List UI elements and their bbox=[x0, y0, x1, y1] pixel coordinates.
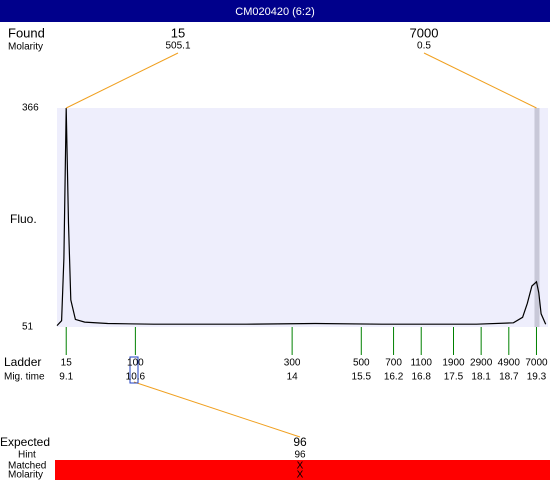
matched-label: Matched bbox=[8, 461, 46, 472]
mig-time: 18.7 bbox=[499, 372, 519, 383]
found-molarity: 0.5 bbox=[417, 41, 431, 52]
ladder-size: 15 bbox=[61, 358, 73, 369]
title-bar bbox=[0, 0, 550, 22]
ladder-size: 100 bbox=[127, 358, 144, 369]
ladder-size: 1900 bbox=[442, 358, 465, 369]
found-connector bbox=[423, 52, 537, 109]
mig-label: Mig. time bbox=[4, 372, 45, 383]
y-tick-label: 51 bbox=[22, 322, 34, 333]
title: CM020420 (6:2) bbox=[235, 6, 315, 18]
found-size: 15 bbox=[171, 25, 185, 40]
mig-time: 18.1 bbox=[471, 372, 491, 383]
mig-time: 9.1 bbox=[59, 372, 73, 383]
ladder-size: 700 bbox=[385, 358, 402, 369]
hint-label: Hint bbox=[18, 450, 36, 461]
mig-time: 10.6 bbox=[126, 372, 146, 383]
y-tick-label: 366 bbox=[22, 103, 39, 114]
found-connector bbox=[65, 52, 179, 109]
ladder-size: 300 bbox=[284, 358, 301, 369]
found-size: 7000 bbox=[410, 25, 439, 40]
expected-label: Expected bbox=[0, 435, 50, 449]
ladder-label: Ladder bbox=[4, 355, 41, 369]
found-molarity: 505.1 bbox=[165, 41, 190, 52]
mig-time: 17.5 bbox=[444, 372, 464, 383]
mig-time: 16.8 bbox=[411, 372, 431, 383]
mig-time: 15.5 bbox=[352, 372, 372, 383]
matched-bar bbox=[55, 460, 550, 480]
ladder-size: 4900 bbox=[498, 358, 521, 369]
mig-time: 14 bbox=[287, 372, 299, 383]
mig-time: 19.3 bbox=[527, 372, 547, 383]
plot-area bbox=[57, 108, 548, 327]
molarity-label: Molarity bbox=[8, 470, 43, 480]
molarity-value: X bbox=[297, 470, 304, 480]
ladder-size: 1100 bbox=[410, 358, 432, 369]
expected-value: 96 bbox=[293, 435, 307, 449]
found-label: Found bbox=[8, 25, 45, 40]
y-label: Fluo. bbox=[10, 212, 37, 226]
expected-connector bbox=[133, 381, 301, 438]
mig-time: 16.2 bbox=[384, 372, 404, 383]
ladder-size: 2900 bbox=[470, 358, 493, 369]
matched-value: X bbox=[297, 461, 304, 472]
peak-band bbox=[534, 108, 540, 327]
expected-marker bbox=[129, 356, 139, 384]
ladder-size: 500 bbox=[353, 358, 370, 369]
molarity-label: Molarity bbox=[8, 42, 43, 53]
trace bbox=[56, 107, 547, 327]
hint-value: 96 bbox=[294, 450, 306, 461]
ladder-size: 7000 bbox=[525, 358, 548, 369]
